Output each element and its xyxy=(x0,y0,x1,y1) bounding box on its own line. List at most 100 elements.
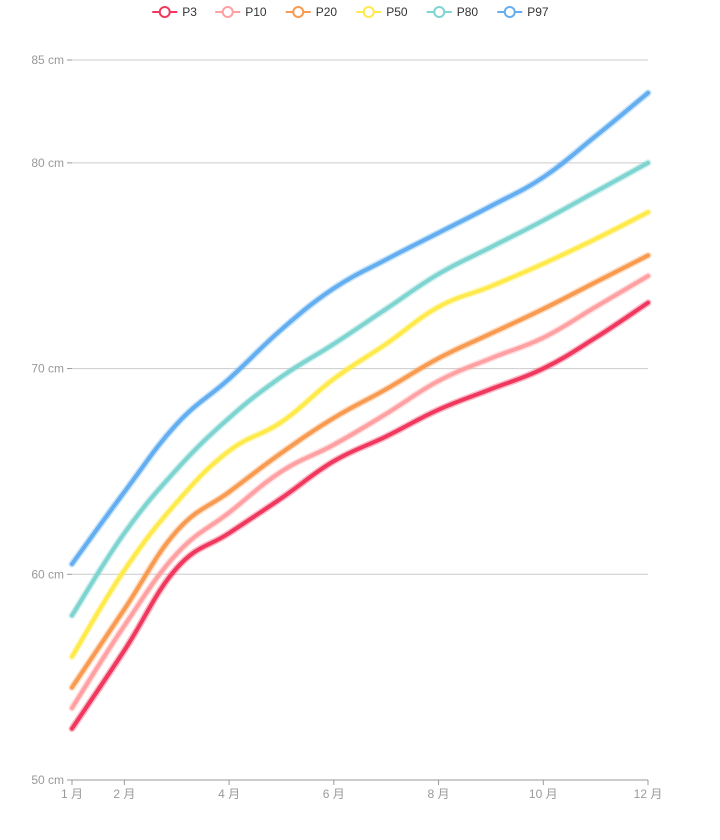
data-point xyxy=(227,377,231,381)
legend-circle-icon xyxy=(433,6,446,18)
data-point xyxy=(227,531,231,535)
data-point xyxy=(437,231,441,235)
data-point xyxy=(175,422,179,426)
data-point xyxy=(489,356,493,360)
data-point xyxy=(227,490,231,494)
data-point xyxy=(489,245,493,249)
legend-item-p3[interactable]: P3 xyxy=(152,5,197,19)
data-point xyxy=(646,274,650,278)
data-point xyxy=(594,336,598,340)
series-layer xyxy=(68,89,652,733)
series-line xyxy=(70,300,650,731)
legend-label: P80 xyxy=(457,5,479,19)
y-tick-label: 50 cm xyxy=(31,773,64,787)
data-point xyxy=(175,467,179,471)
axis-layer: 50 cm 60 cm 70 cm 80 cm 85 cm 1 月 2 月 4 月 6 月 8 月… xyxy=(31,53,662,801)
data-point xyxy=(646,161,650,165)
data-point xyxy=(122,624,126,628)
y-tick-label: 80 cm xyxy=(31,156,64,170)
data-point xyxy=(437,408,441,412)
legend-circle-icon xyxy=(292,6,305,18)
series-p80 xyxy=(68,159,652,619)
series-p97 xyxy=(68,89,652,568)
series-line-halo xyxy=(68,251,652,691)
data-point xyxy=(594,134,598,138)
data-point xyxy=(175,529,179,533)
x-tick-label: 10 月 xyxy=(529,787,558,801)
legend-label: P20 xyxy=(316,5,338,19)
series-line-halo xyxy=(68,159,652,619)
data-point xyxy=(437,356,441,360)
series-line xyxy=(70,90,650,566)
data-point xyxy=(332,342,336,346)
series-line xyxy=(70,160,650,618)
data-point xyxy=(175,552,179,556)
data-point xyxy=(489,204,493,208)
data-point xyxy=(384,342,388,346)
data-point xyxy=(489,284,493,288)
data-point xyxy=(646,91,650,95)
legend-item-p80[interactable]: P80 xyxy=(426,5,479,19)
data-point xyxy=(122,648,126,652)
data-point xyxy=(279,327,283,331)
data-point xyxy=(437,305,441,309)
legend-circle-icon xyxy=(362,6,375,18)
data-point xyxy=(489,332,493,336)
legend-circle-icon xyxy=(503,6,516,18)
series-p3 xyxy=(68,299,652,733)
data-point xyxy=(646,301,650,305)
data-point xyxy=(70,727,74,731)
legend-label: P50 xyxy=(386,5,408,19)
data-point xyxy=(122,568,126,572)
x-tick-label: 4 月 xyxy=(218,787,240,801)
data-point xyxy=(384,412,388,416)
legend-label: P10 xyxy=(245,5,267,19)
x-tick-label: 8 月 xyxy=(428,787,450,801)
data-point xyxy=(384,387,388,391)
legend-item-p97[interactable]: P97 xyxy=(497,5,549,19)
data-point xyxy=(437,272,441,276)
data-point xyxy=(384,258,388,262)
data-point xyxy=(70,613,74,617)
x-tick-label: 6 月 xyxy=(323,787,345,801)
legend[interactable]: P3 P10 P20 P50 P80 P97 xyxy=(152,5,549,19)
data-point xyxy=(384,434,388,438)
series-p20 xyxy=(68,251,652,691)
data-point xyxy=(437,379,441,383)
data-point xyxy=(332,286,336,290)
data-point xyxy=(70,706,74,710)
data-point xyxy=(594,280,598,284)
legend-label: P3 xyxy=(182,5,197,19)
data-point xyxy=(332,459,336,463)
x-tick-label: 1 月 xyxy=(61,787,83,801)
data-point xyxy=(227,511,231,515)
data-point xyxy=(489,387,493,391)
data-point xyxy=(594,237,598,241)
series-line xyxy=(70,274,650,710)
data-point xyxy=(279,469,283,473)
data-point xyxy=(541,307,545,311)
legend-item-p50[interactable]: P50 xyxy=(356,5,408,19)
series-p10 xyxy=(68,272,652,712)
y-tick-label: 60 cm xyxy=(31,567,64,581)
data-point xyxy=(70,685,74,689)
data-point xyxy=(122,531,126,535)
series-line-halo xyxy=(68,299,652,733)
data-point xyxy=(541,175,545,179)
series-p50 xyxy=(68,208,652,661)
legend-item-p10[interactable]: P10 xyxy=(215,5,267,19)
data-point xyxy=(332,443,336,447)
data-point xyxy=(279,451,283,455)
legend-item-p20[interactable]: P20 xyxy=(285,5,338,19)
y-tick-label: 70 cm xyxy=(31,362,64,376)
data-point xyxy=(541,262,545,266)
data-point xyxy=(122,490,126,494)
data-point xyxy=(594,305,598,309)
data-point xyxy=(279,496,283,500)
data-point xyxy=(646,210,650,214)
data-point xyxy=(279,420,283,424)
data-point xyxy=(646,253,650,257)
data-point xyxy=(227,416,231,420)
